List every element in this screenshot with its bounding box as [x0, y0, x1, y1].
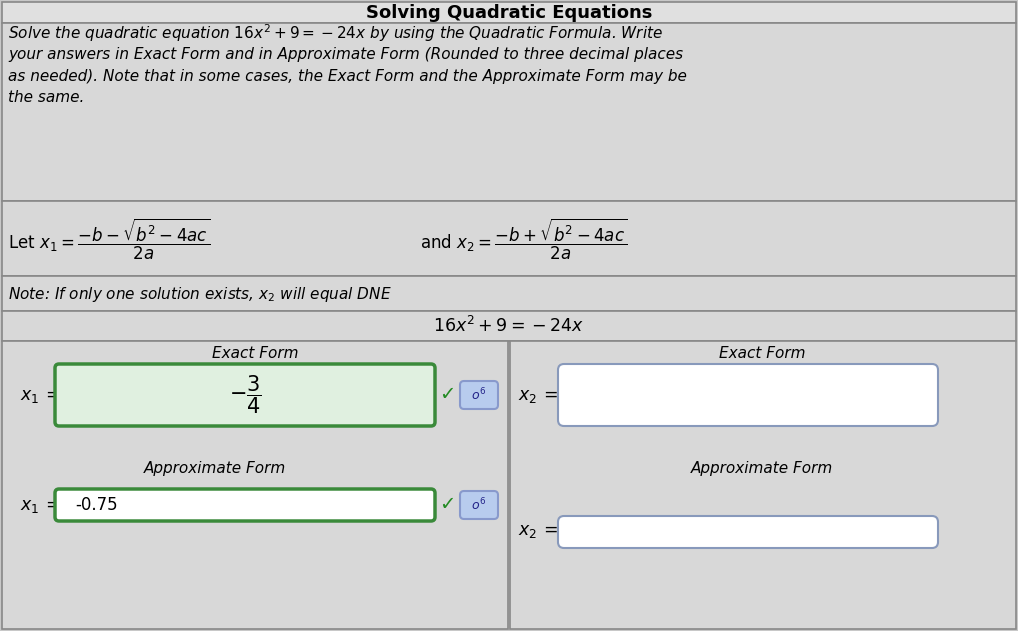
FancyBboxPatch shape [2, 276, 1016, 311]
FancyBboxPatch shape [460, 381, 498, 409]
Text: $x_1\,=$: $x_1\,=$ [20, 387, 60, 405]
FancyBboxPatch shape [55, 489, 435, 521]
Text: Solving Quadratic Equations: Solving Quadratic Equations [365, 4, 653, 21]
Text: $x_2\,=$: $x_2\,=$ [518, 522, 558, 540]
Text: -0.75: -0.75 [75, 496, 118, 514]
FancyBboxPatch shape [2, 23, 1016, 201]
FancyBboxPatch shape [558, 364, 938, 426]
Text: the same.: the same. [8, 90, 84, 105]
Text: $x_1\,=$: $x_1\,=$ [20, 497, 60, 515]
FancyBboxPatch shape [510, 341, 1016, 629]
Text: $16x^2 + 9 = -24x$: $16x^2 + 9 = -24x$ [434, 316, 584, 336]
FancyBboxPatch shape [55, 364, 435, 426]
FancyBboxPatch shape [2, 201, 1016, 276]
FancyBboxPatch shape [460, 491, 498, 519]
FancyBboxPatch shape [558, 516, 938, 548]
Text: Note: If only one solution exists, $x_2$ will equal $\mathit{DNE}$: Note: If only one solution exists, $x_2$… [8, 285, 392, 304]
Text: Exact Form: Exact Form [212, 346, 298, 360]
Text: $x_2\,=$: $x_2\,=$ [518, 387, 558, 405]
Text: Approximate Form: Approximate Form [691, 461, 833, 476]
FancyBboxPatch shape [2, 2, 1016, 23]
Text: Approximate Form: Approximate Form [144, 461, 286, 476]
Text: your answers in Exact Form and in Approximate Form (Rounded to three decimal pla: your answers in Exact Form and in Approx… [8, 47, 683, 62]
Text: Exact Form: Exact Form [719, 346, 805, 360]
Text: $o^6$: $o^6$ [471, 497, 487, 513]
Text: ✓: ✓ [439, 495, 455, 514]
Text: $-\dfrac{3}{4}$: $-\dfrac{3}{4}$ [229, 374, 262, 416]
Text: $o^6$: $o^6$ [471, 387, 487, 403]
Text: Solve the quadratic equation $16x^2 + 9 = -24x$ by using the Quadratic Formula. : Solve the quadratic equation $16x^2 + 9 … [8, 22, 663, 44]
FancyBboxPatch shape [2, 341, 508, 629]
Text: ✓: ✓ [439, 386, 455, 404]
FancyBboxPatch shape [2, 311, 1016, 341]
Text: Let $x_1 = \dfrac{-b - \sqrt{b^2 - 4ac}}{2a}$: Let $x_1 = \dfrac{-b - \sqrt{b^2 - 4ac}}… [8, 216, 210, 262]
Text: as needed). Note that in some cases, the Exact Form and the Approximate Form may: as needed). Note that in some cases, the… [8, 69, 687, 83]
Text: and $x_2 = \dfrac{-b + \sqrt{b^2 - 4ac}}{2a}$: and $x_2 = \dfrac{-b + \sqrt{b^2 - 4ac}}… [420, 216, 627, 262]
